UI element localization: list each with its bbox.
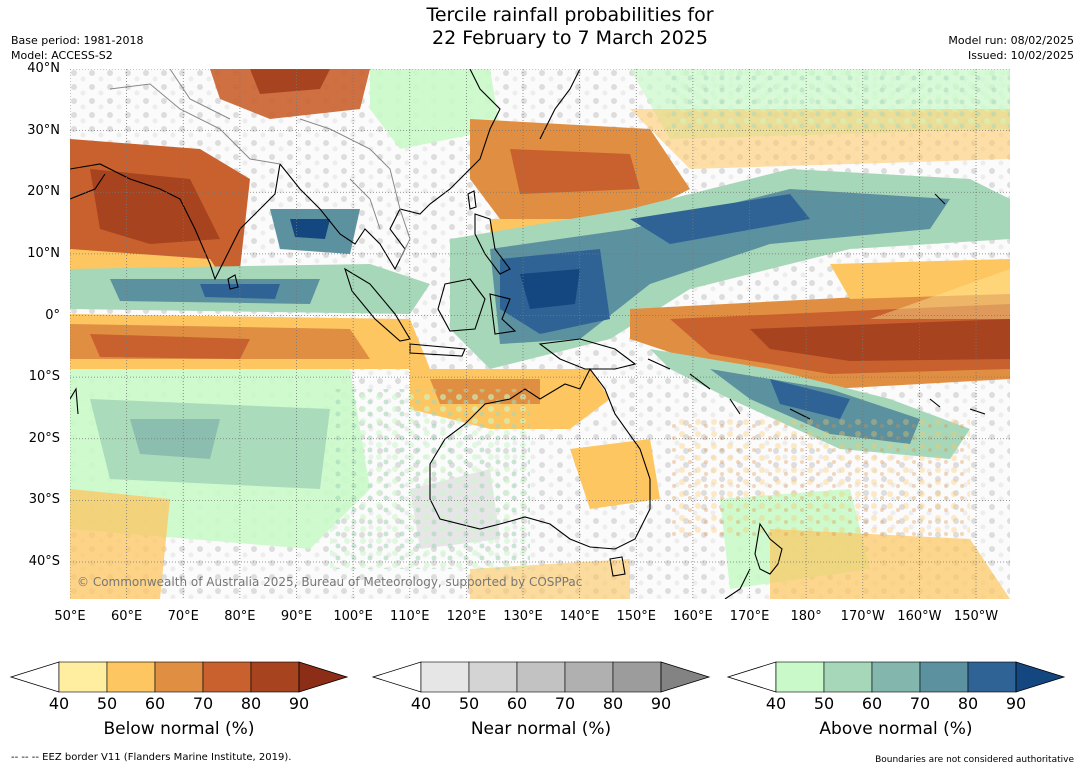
colorbar-tick-label: 50 [96,694,118,713]
colorbar-segment [202,661,252,693]
colorbar-segment [420,661,470,693]
copyright-note: © Commonwealth of Australia 2025, Bureau… [77,575,583,589]
colorbar-segment [967,661,1017,693]
longitude-label: 90°E [280,609,313,624]
colorbar-1 [9,661,349,693]
longitude-label: 150°E [616,609,657,624]
boundaries-disclaimer: Boundaries are not considered authoritat… [875,755,1074,765]
map-title: Tercile rainfall probabilities for 22 Fe… [0,4,1085,50]
coastlines [70,69,986,599]
probability-map [70,69,1010,599]
colorbar-segment [58,661,108,693]
longitude-label: 120°E [446,609,487,624]
colorbar-segment [612,661,662,693]
colorbar-tick-label: 50 [458,694,480,713]
longitude-label: 60°E [110,609,143,624]
colorbar-tick-label: 60 [861,694,883,713]
graticule [70,69,1010,599]
colorbar-tick-label: 90 [650,694,672,713]
longitude-label: 140°E [559,609,600,624]
latitude-label: 30°N [27,122,60,138]
colorbar-segment [250,661,300,693]
colorbar-low-extend [9,661,60,693]
colorbar-tick-label: 40 [410,694,432,713]
colorbar-segment [564,661,614,693]
latitude-label: 30°S [28,492,60,508]
latitude-label: 10°N [27,245,60,261]
longitude-label: 110°E [389,609,430,624]
colorbar-above-label: Above normal (%) [819,719,973,739]
colorbar-segment [775,661,825,693]
colorbar-near-label: Near normal (%) [470,719,612,739]
longitude-label: 160°E [673,609,713,624]
latitude-label: 20°S [28,430,60,446]
colorbar-tick-label: 40 [765,694,787,713]
title-line-2: 22 February to 7 March 2025 [431,27,708,49]
longitude-label: 170°W [840,609,885,624]
longitude-label: 130°E [503,609,543,624]
colorbar-high-extend [298,661,349,693]
model-name: Model: ACCESS-S2 [11,49,113,62]
colorbar-segment [823,661,873,693]
title-line-1: Tercile rainfall probabilities for [426,4,714,26]
colorbar-below-label: Below normal (%) [103,719,255,739]
colorbar-tick-label: 70 [909,694,931,713]
meta-right: Model run: 08/02/2025 Issued: 10/02/2025 [948,33,1074,63]
colorbar-tick-label: 40 [48,694,70,713]
map-svg [70,69,1010,599]
colorbar-low-extend [371,661,422,693]
latitude-label: 20°N [27,184,60,200]
eez-border-note: -- -- -- EEZ border V11 (Flanders Marine… [11,752,292,763]
model-run: Model run: 08/02/2025 [948,34,1074,47]
colorbar-svg [9,661,1066,693]
colorbar-segment [919,661,969,693]
longitude-label: 150°W [953,609,999,624]
longitude-label: 100°E [333,609,373,624]
colorbar-tick-label: 80 [957,694,979,713]
longitude-label: 180° [790,609,822,624]
colorbar-tick-label: 90 [288,694,310,713]
longitude-label: 170°E [729,609,770,624]
latitude-label: 40°S [28,554,60,570]
longitude-label: 80°E [224,609,256,624]
colorbar-tick-label: 80 [602,694,624,713]
colorbar-segment [516,661,566,693]
region-below-sw [70,489,170,599]
colorbar-tick-label: 80 [240,694,262,713]
colorbar-tick-label: 60 [144,694,166,713]
colorbar-segment [106,661,156,693]
colorbar-high-extend [660,661,711,693]
colorbar-3 [726,661,1066,693]
colorbar-segment [154,661,204,693]
colorbar-tick-label: 90 [1005,694,1027,713]
colorbar-tick-label: 70 [192,694,214,713]
country-borders [109,69,411,260]
longitude-label: 50°E [54,609,86,624]
colorbar-low-extend [726,661,777,693]
colorbar-high-extend [1015,661,1066,693]
latitude-label: 0° [45,307,60,323]
colorbar-tick-label: 50 [813,694,835,713]
latitude-label: 10°S [28,369,60,385]
meta-left: Base period: 1981-2018 Model: ACCESS-S2 [11,33,143,63]
latitude-label: 40°N [27,61,60,76]
issued-date: Issued: 10/02/2025 [967,49,1074,62]
colorbar-segment [871,661,921,693]
colorbar-tick-label: 70 [554,694,576,713]
longitude-label: 70°E [167,609,199,624]
colorbar-segment [468,661,518,693]
base-period: Base period: 1981-2018 [11,34,144,47]
colorbar-tick-label: 60 [506,694,528,713]
longitude-label: 160°W [897,609,942,624]
colorbar-2 [371,661,711,693]
